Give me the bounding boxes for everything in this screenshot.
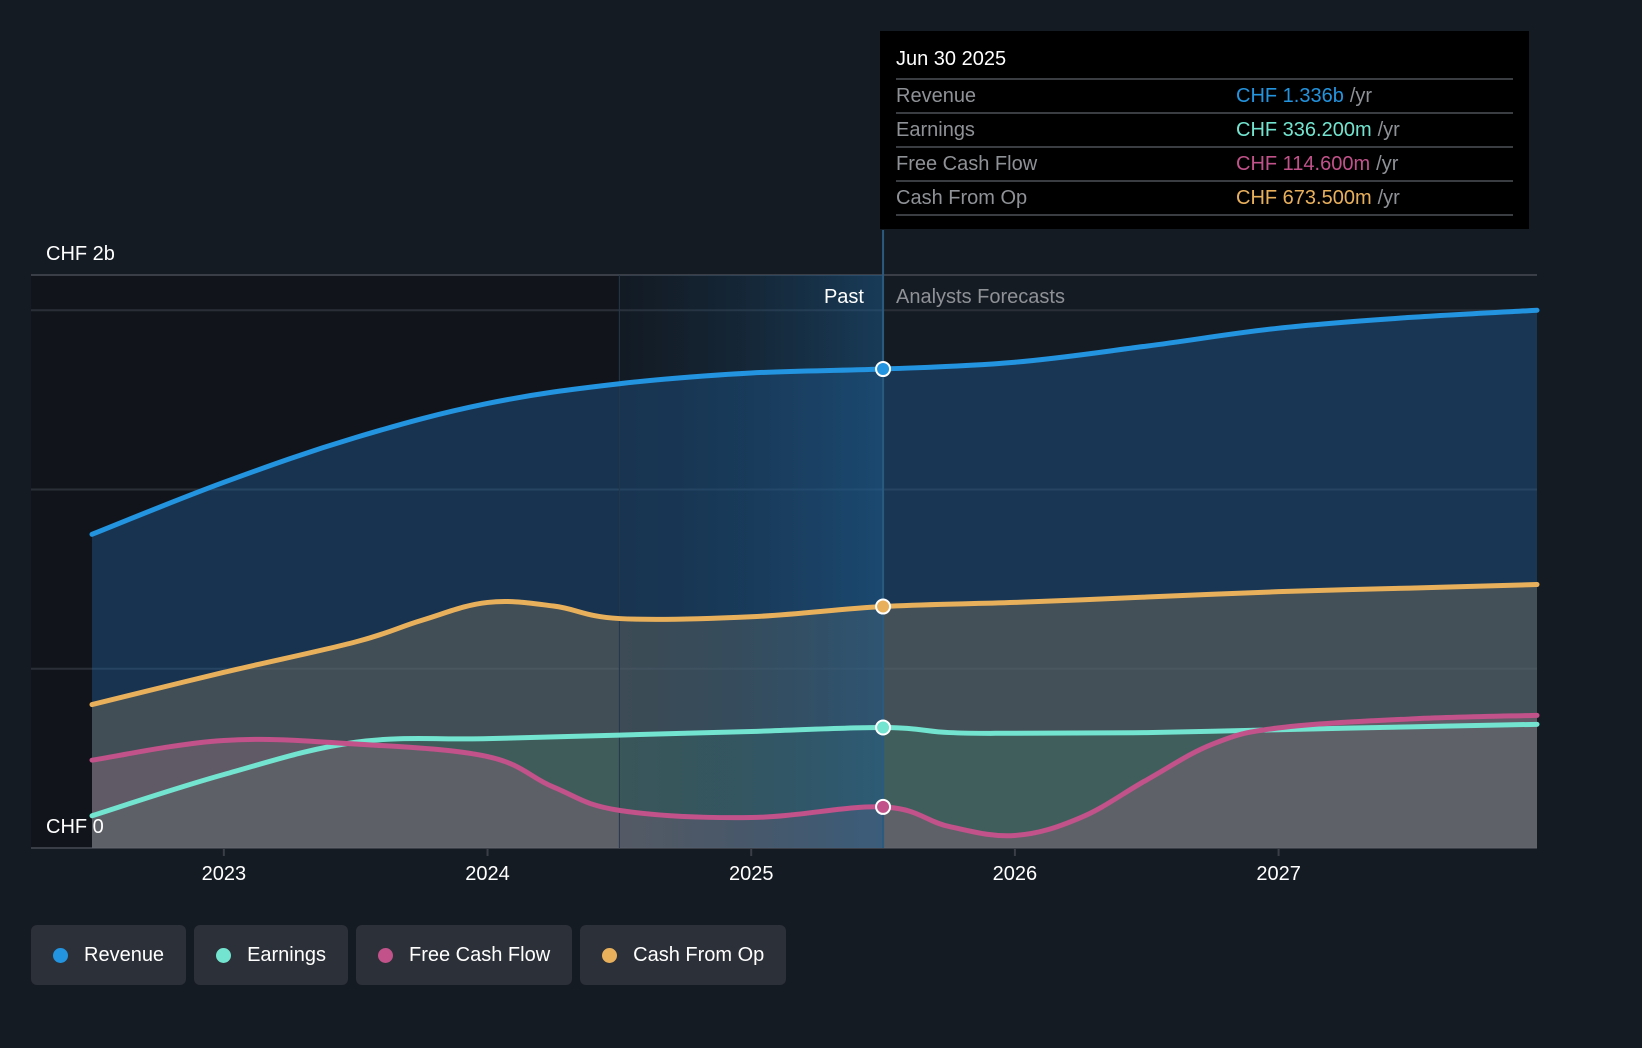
tooltip-value: CHF 1.336b bbox=[1236, 85, 1344, 107]
tooltip-label: Revenue bbox=[896, 85, 977, 107]
legend-label: Revenue bbox=[84, 943, 165, 966]
legend-item-free-cash-flow[interactable]: Free Cash Flow bbox=[356, 925, 573, 985]
cash-from-op-line bbox=[89, 582, 1540, 708]
legend-item-cash-from-op[interactable]: Cash From Op bbox=[580, 925, 787, 985]
legend-label: Earnings bbox=[247, 943, 326, 966]
tooltip-row-earnings: Earnings CHF 336.200m /yr bbox=[896, 114, 1513, 148]
axes: CHF 2b CHF 0 2023 2024 2025 2026 2027 bbox=[46, 243, 1301, 885]
tooltip-value: CHF 114.600m bbox=[1236, 153, 1371, 175]
x-tick-label: 2026 bbox=[993, 863, 1038, 885]
free-cash-flow-dot-icon bbox=[378, 947, 393, 963]
tooltip-unit: /yr bbox=[1377, 187, 1400, 209]
x-tick-label: 2024 bbox=[465, 863, 510, 885]
tooltip-value: CHF 336.200m bbox=[1236, 119, 1372, 141]
past-region-label: Past bbox=[823, 286, 864, 308]
hover-markers bbox=[875, 361, 892, 815]
tooltip-label: Free Cash Flow bbox=[896, 153, 1038, 175]
highlight-layer bbox=[618, 230, 885, 848]
tooltip: Jun 30 2025 Revenue CHF 1.336b /yr Earni… bbox=[880, 31, 1529, 229]
tooltip-label: Earnings bbox=[896, 119, 975, 141]
tooltip-label: Cash From Op bbox=[896, 187, 1028, 209]
revenue-marker bbox=[875, 361, 892, 378]
tooltip-unit: /yr bbox=[1349, 85, 1373, 107]
tooltip-row-free-cash-flow: Free Cash Flow CHF 114.600m /yr bbox=[896, 148, 1513, 182]
tooltip-unit: /yr bbox=[1376, 153, 1399, 175]
earnings-marker bbox=[875, 719, 892, 736]
series-lines bbox=[89, 307, 1540, 839]
revenue-dot-icon bbox=[53, 947, 68, 963]
revenue-line bbox=[89, 307, 1540, 537]
legend-item-revenue[interactable]: Revenue bbox=[31, 925, 187, 985]
legend: Revenue Earnings Free Cash Flow Cash Fro… bbox=[31, 925, 787, 985]
free-cash-flow-area bbox=[92, 715, 1537, 848]
tooltip-value: CHF 673.500m bbox=[1236, 187, 1372, 209]
x-tick-label: 2027 bbox=[1256, 863, 1301, 885]
earnings-dot-icon bbox=[216, 947, 232, 963]
y-axis-bottom-label: CHF 0 bbox=[46, 816, 104, 838]
y-axis-top-label: CHF 2b bbox=[46, 243, 115, 265]
forecast-region-label: Analysts Forecasts bbox=[896, 286, 1065, 308]
legend-label: Cash From Op bbox=[633, 943, 765, 966]
cash-from-op-marker bbox=[875, 598, 892, 615]
free-cash-flow-marker bbox=[875, 798, 892, 815]
tooltip-date: Jun 30 2025 bbox=[896, 45, 1513, 80]
tooltip-row-revenue: Revenue CHF 1.336b /yr bbox=[896, 80, 1513, 114]
x-tick-label: 2025 bbox=[729, 863, 774, 885]
highlight-band bbox=[619, 275, 884, 848]
cash-from-op-dot-icon bbox=[602, 947, 618, 963]
tooltip-row-cash-from-op: Cash From Op CHF 673.500m /yr bbox=[896, 182, 1513, 216]
legend-item-earnings[interactable]: Earnings bbox=[194, 925, 348, 985]
legend-label: Free Cash Flow bbox=[409, 943, 551, 966]
x-tick-label: 2023 bbox=[202, 863, 247, 885]
tooltip-unit: /yr bbox=[1377, 119, 1400, 141]
